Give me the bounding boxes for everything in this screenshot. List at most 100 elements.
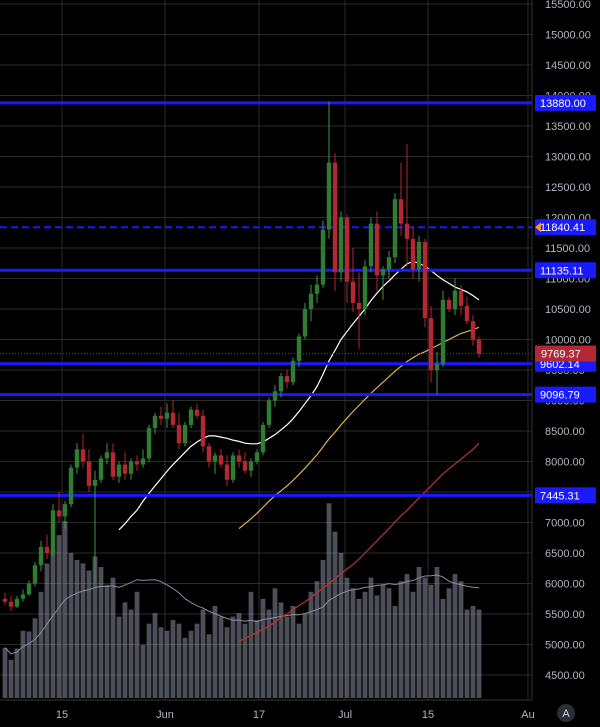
volume-bar xyxy=(68,552,74,698)
candle xyxy=(224,455,230,486)
candle-body xyxy=(338,217,344,273)
level-price-label[interactable]: 7445.31 xyxy=(540,490,580,502)
volume-bar xyxy=(146,623,152,698)
volume-bar xyxy=(410,591,416,698)
candle-body xyxy=(152,415,158,428)
level-price-label[interactable]: 9096.79 xyxy=(540,390,580,402)
volume-bar xyxy=(152,613,158,698)
candle xyxy=(440,290,446,367)
level-price-label[interactable]: 13880.00 xyxy=(540,98,586,110)
candle-body xyxy=(380,269,386,276)
candle xyxy=(26,580,32,596)
candle xyxy=(134,455,140,471)
candle xyxy=(380,266,386,300)
candle-body xyxy=(350,281,356,303)
price-tick-label: 15500.00 xyxy=(545,0,591,11)
volume-bar xyxy=(206,634,212,698)
candle-body xyxy=(188,409,194,425)
candle-body xyxy=(98,458,104,480)
price-tick-label: 15000.00 xyxy=(545,30,591,42)
candle-body xyxy=(170,412,176,425)
candle xyxy=(50,504,56,557)
candle-body xyxy=(122,464,128,474)
candle-body xyxy=(236,455,242,462)
candle xyxy=(14,595,20,608)
volume-bar xyxy=(278,602,284,698)
volume-bar xyxy=(476,609,482,698)
volume-bar xyxy=(80,563,86,698)
volume-bar xyxy=(302,613,308,698)
candle xyxy=(74,443,80,474)
candle xyxy=(80,434,86,468)
time-axis[interactable]: 15 Jun 17 Jul 15 Au xyxy=(0,699,535,727)
candle-body xyxy=(146,427,152,459)
volume-bar xyxy=(446,588,452,698)
candle xyxy=(296,333,302,367)
candle xyxy=(386,251,392,279)
price-tick-label: 13000.00 xyxy=(545,152,591,164)
candle-body xyxy=(464,305,470,322)
volume-bar xyxy=(260,598,266,698)
price-tick-label: 8500.00 xyxy=(545,426,585,438)
candle xyxy=(314,275,320,303)
level-price-tag[interactable] xyxy=(535,262,596,279)
volume-bar xyxy=(422,577,428,698)
candle xyxy=(356,272,362,349)
candle xyxy=(158,406,164,425)
volume-bar xyxy=(194,623,200,698)
candle xyxy=(32,562,38,587)
candle xyxy=(68,464,74,508)
candle-body xyxy=(8,601,14,607)
volume-bar xyxy=(116,616,122,698)
volume-bar xyxy=(8,659,14,698)
volume-bar xyxy=(2,647,8,698)
level-price-tag[interactable] xyxy=(535,386,596,403)
auto-scale-button[interactable] xyxy=(557,704,575,722)
level-price-label[interactable]: 11840.41 xyxy=(540,222,585,234)
volume-bar xyxy=(86,570,92,698)
level-price-label[interactable]: 11135.11 xyxy=(540,265,583,277)
volume-bar xyxy=(320,559,326,698)
candle-body xyxy=(74,449,80,468)
candle-body xyxy=(110,452,116,477)
chart-controls[interactable]: A xyxy=(557,704,575,722)
price-axis[interactable]: 4500.00 5000.00 5500.00 6000.00 6500.00 7000.… xyxy=(531,0,600,727)
volume-bar xyxy=(182,637,188,698)
candle xyxy=(446,296,452,313)
level-price-label[interactable]: 9602.14 xyxy=(540,359,580,371)
candle xyxy=(116,461,122,483)
candle-body xyxy=(218,455,224,465)
candle xyxy=(350,248,356,313)
volume-bar xyxy=(134,591,140,698)
horizontal-levels[interactable] xyxy=(0,101,532,497)
candle xyxy=(218,449,224,468)
candle-body xyxy=(224,464,230,480)
candle xyxy=(122,452,128,480)
auto-scale-icon[interactable]: A xyxy=(562,708,570,720)
candle xyxy=(428,305,434,383)
level-price-tag[interactable] xyxy=(535,487,596,504)
candle xyxy=(290,357,296,386)
time-tick-label: Jul xyxy=(338,709,352,721)
candle-body xyxy=(458,290,464,306)
candle-body xyxy=(284,376,290,383)
candle xyxy=(38,540,44,572)
level-price-tag[interactable] xyxy=(535,219,596,236)
volume-bar xyxy=(248,591,254,698)
volume-bar xyxy=(398,581,404,698)
candle-body xyxy=(212,455,218,462)
moving-average-orange xyxy=(238,326,480,530)
volume-bar xyxy=(224,627,230,698)
price-tick-label: 8000.00 xyxy=(545,457,585,469)
candle-body xyxy=(260,424,266,453)
candle xyxy=(434,351,440,395)
candle-body xyxy=(404,223,410,239)
volume-bar xyxy=(140,644,146,698)
candle xyxy=(206,443,212,468)
level-price-tag[interactable] xyxy=(535,94,596,111)
candle xyxy=(308,284,314,322)
candle-body xyxy=(314,284,320,294)
volume-bar xyxy=(296,623,302,698)
volume-bar xyxy=(200,609,206,698)
